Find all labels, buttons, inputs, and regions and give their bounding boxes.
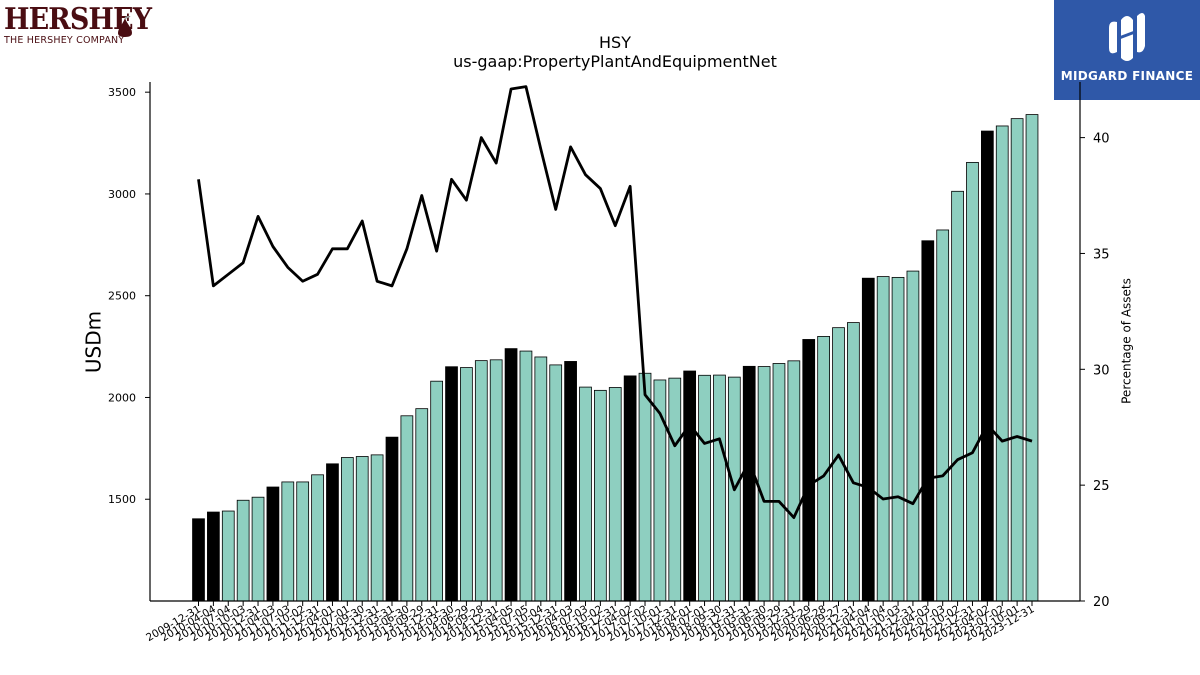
bar [519,350,533,602]
bar [221,510,235,602]
bar [534,356,548,602]
bar [549,364,563,602]
y-tick-label: 2500 [108,290,136,303]
bar [787,360,801,602]
bar [623,375,637,602]
bar [698,374,711,602]
bar [995,125,1009,602]
hershey-tagline: THE HERSHEY COMPANY [4,35,125,46]
bar [1025,114,1039,602]
bar [594,389,607,602]
chart-title: HSY [599,33,631,52]
bar [192,518,205,602]
y2-tick-label: 35 [1093,247,1110,262]
hershey-logo: HERSHEY THE HERSHEY COMPANY [4,4,152,56]
bar [713,374,726,602]
bar [608,387,622,602]
bar [385,436,399,602]
bar [772,363,786,602]
bar [504,348,518,602]
bar [579,386,592,602]
bar [489,359,503,602]
bar [430,380,443,602]
bar [668,377,682,602]
bar [891,276,905,602]
bar [370,454,384,602]
bar [861,277,875,602]
bar [980,130,994,602]
y-axis-label: USDm [82,311,106,373]
bar [296,481,310,602]
chart-subtitle: us-gaap:PropertyPlantAndEquipmentNet [453,52,777,71]
y2-tick-label: 25 [1093,479,1110,494]
y-tick-label: 3000 [108,188,136,201]
bar [251,496,265,602]
bar [951,190,964,602]
bar [1010,118,1024,602]
y2-tick-label: 30 [1093,363,1110,378]
bar [683,370,697,602]
bar [311,474,324,602]
bar [921,240,935,602]
y-tick-label: 3500 [108,86,136,99]
percentage-line [197,85,1033,519]
y-tick-label: 2000 [108,391,136,404]
y2-tick-label: 40 [1093,132,1110,147]
bar [757,366,771,602]
bar [326,463,339,602]
bar [847,322,860,602]
bar [742,365,756,602]
bar-series [192,114,1039,602]
bar [564,361,577,602]
bar [638,372,652,602]
bar [460,367,473,602]
bar [355,456,369,602]
bar [966,161,979,602]
bar [281,481,295,602]
midgard-finance-logo: MIDGARD FINANCE [1054,0,1200,100]
y-tick-label: 1500 [108,493,136,506]
y2-tick-label: 20 [1093,595,1110,610]
y-axis-ticks: 1500 2000 2500 3000 3500 [108,86,150,506]
bar [474,360,488,602]
y2-axis-label: Percentage of Assets [1120,278,1134,404]
bar [340,457,354,602]
bar [415,408,429,602]
x-axis-ticks: 2009-12-312010-04-042010-07-042010-10-03… [144,601,1037,644]
midgard-brand-name: MIDGARD FINANCE [1060,69,1194,83]
bar [936,229,950,602]
bar [906,270,920,602]
bar [445,366,458,602]
bar [876,276,890,602]
bar [802,339,816,602]
midgard-mark-icon [1109,13,1145,61]
y2-axis-ticks: 20 25 30 35 40 [1080,132,1110,610]
bar [236,499,250,602]
bar [207,511,220,602]
kiss-icon [118,16,132,37]
bar [266,486,280,602]
bar [400,415,414,602]
